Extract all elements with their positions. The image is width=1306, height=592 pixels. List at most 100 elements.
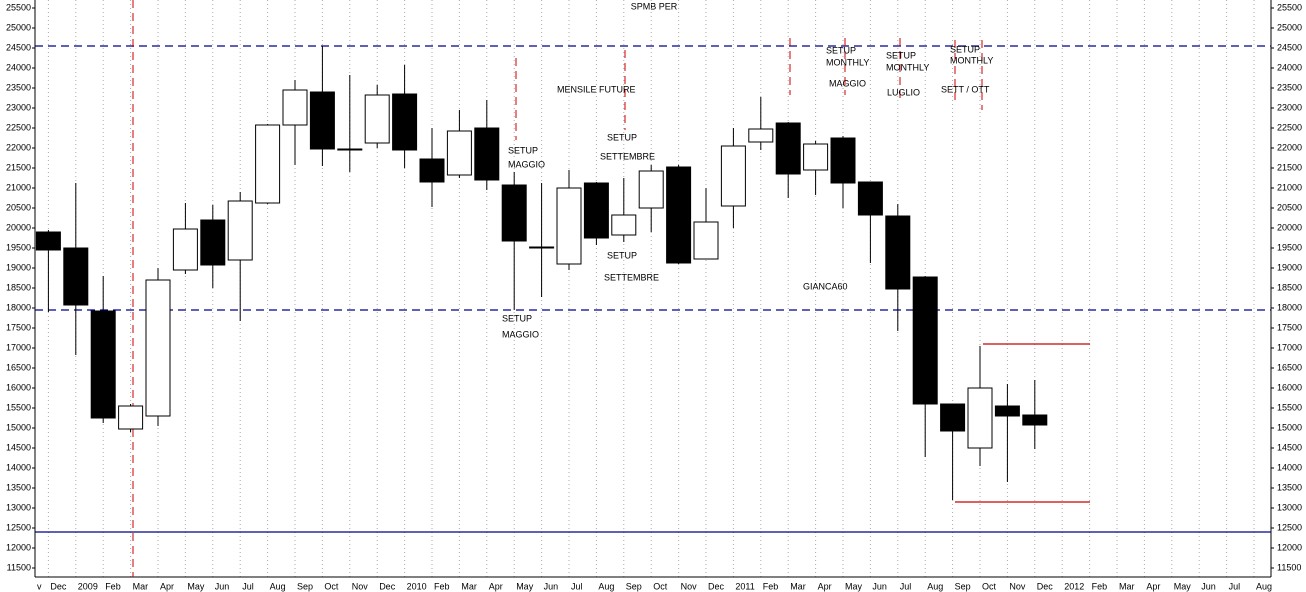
x-tick-label: Aug (598, 581, 614, 591)
y-tick-label: 12500 (1277, 522, 1302, 532)
annotation: MONTHLY (826, 57, 869, 67)
y-tick-label: 12000 (6, 542, 31, 552)
x-tick-label: Oct (324, 581, 339, 591)
candle-body (419, 158, 445, 183)
y-tick-label: 25000 (1277, 22, 1302, 32)
candle-body (227, 200, 253, 261)
x-tick-label: Nov (352, 581, 369, 591)
y-tick-label: 13000 (6, 502, 31, 512)
y-tick-label: 21500 (6, 162, 31, 172)
y-tick-label: 19000 (6, 262, 31, 272)
candle-body (474, 127, 500, 181)
y-tick-label: 16000 (6, 382, 31, 392)
candle-body (90, 310, 116, 419)
y-tick-label: 18500 (6, 282, 31, 292)
annotation: SETUP (886, 50, 916, 60)
annotation: MAGGIO (502, 329, 539, 339)
x-tick-label: Aug (270, 581, 286, 591)
candle-body (282, 89, 308, 126)
candle-body (967, 387, 993, 449)
x-tick-label: Jun (544, 581, 559, 591)
x-tick-label: Mar (790, 581, 806, 591)
x-tick-label: Apr (160, 581, 174, 591)
candle-body (940, 403, 966, 432)
y-tick-label: 18000 (6, 302, 31, 312)
x-tick-label: Feb (763, 581, 779, 591)
x-tick-label: May (845, 581, 863, 591)
x-tick-label: 2012 (1064, 581, 1084, 591)
candle-body (1022, 414, 1048, 426)
x-tick-label: Jul (900, 581, 912, 591)
x-tick-label: May (516, 581, 534, 591)
annotation: GIANCA60 (803, 281, 848, 291)
candle-body (172, 228, 198, 271)
y-tick-label: 19500 (1277, 242, 1302, 252)
x-tick-label: Jul (571, 581, 583, 591)
y-tick-label: 25000 (6, 22, 31, 32)
x-tick-label: May (187, 581, 205, 591)
x-tick-label: 2009 (78, 581, 98, 591)
candle-body (583, 182, 609, 239)
y-tick-label: 13500 (1277, 482, 1302, 492)
annotation: LUGLIO (887, 87, 920, 97)
y-tick-label: 11500 (1277, 562, 1301, 572)
annotation: SETUP (607, 250, 637, 260)
x-tick-label: Mar (1119, 581, 1135, 591)
candle-body (556, 187, 582, 265)
y-tick-label: 16000 (1277, 382, 1302, 392)
x-tick-label: Oct (982, 581, 997, 591)
x-tick-label: Mar (461, 581, 477, 591)
x-tick-label: Jun (215, 581, 230, 591)
y-tick-label: 16500 (1277, 362, 1302, 372)
candle-body (720, 145, 746, 207)
y-tick-label: 21000 (1277, 182, 1302, 192)
y-tick-label: 20500 (6, 202, 31, 212)
y-tick-label: 19500 (6, 242, 31, 252)
candle-body (666, 166, 692, 264)
candle-body (748, 128, 774, 143)
candle-body (63, 247, 89, 306)
annotation: MONTHLY (950, 55, 993, 65)
candle-body (803, 143, 829, 171)
y-tick-label: 13500 (6, 482, 31, 492)
candle-body (118, 405, 144, 430)
x-tick-label: Apr (1146, 581, 1160, 591)
candle-body (775, 122, 801, 175)
y-tick-label: 24500 (6, 42, 31, 52)
x-tick-label: May (1174, 581, 1192, 591)
y-tick-label: 14000 (1277, 462, 1302, 472)
x-tick-label: 2010 (407, 581, 427, 591)
y-tick-label: 25500 (1277, 2, 1302, 12)
candle-body (830, 137, 856, 184)
y-tick-label: 23500 (6, 82, 31, 92)
x-tick-label: Sep (626, 581, 642, 591)
y-tick-label: 21000 (6, 182, 31, 192)
annotation: SETUP (826, 45, 856, 55)
y-tick-label: 16500 (6, 362, 31, 372)
y-tick-label: 17500 (6, 322, 31, 332)
y-tick-label: 24000 (1277, 62, 1302, 72)
candle-body (446, 130, 472, 176)
candle-body (364, 94, 390, 144)
candle-body (857, 181, 883, 216)
x-tick-label: Dec (708, 581, 725, 591)
candle-body (255, 124, 281, 204)
candle-body (529, 246, 555, 249)
y-tick-label: 12500 (6, 522, 31, 532)
y-tick-label: 13000 (1277, 502, 1302, 512)
annotation: MAGGIO (829, 78, 866, 88)
annotation: SETUP (607, 132, 637, 142)
candle-body (912, 276, 938, 405)
annotation: MAGGIO (508, 159, 545, 169)
x-tick-label: Dec (1037, 581, 1054, 591)
candle-body (693, 221, 719, 260)
y-tick-label: 23500 (1277, 82, 1302, 92)
y-tick-label: 15500 (1277, 402, 1302, 412)
candle-body (35, 231, 61, 251)
x-tick-label: Nov (1009, 581, 1026, 591)
y-tick-label: 21500 (1277, 162, 1302, 172)
x-tick-label: Nov (681, 581, 698, 591)
y-tick-label: 22000 (6, 142, 31, 152)
